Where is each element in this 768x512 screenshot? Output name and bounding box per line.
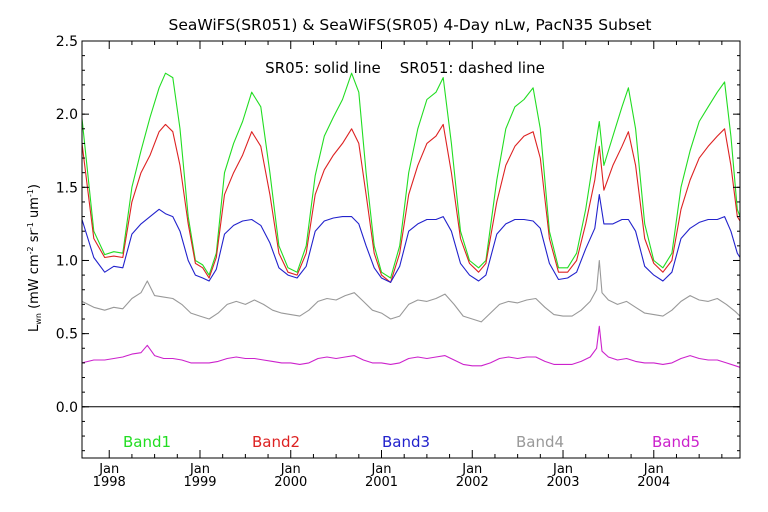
x-tick-year-label: 1998 bbox=[93, 475, 126, 490]
legend-label-band2: Band2 bbox=[252, 433, 300, 451]
y-tick-label: 0.0 bbox=[56, 400, 78, 416]
legend-label-band3: Band3 bbox=[382, 433, 430, 451]
plot-frame bbox=[81, 40, 741, 459]
chart-title: SeaWiFS(SR051) & SeaWiFS(SR05) 4-Day nLw… bbox=[169, 16, 652, 34]
series-line-band5 bbox=[81, 325, 741, 368]
legend-label-band5: Band5 bbox=[652, 433, 700, 451]
x-tick-year-label: 2004 bbox=[637, 475, 670, 490]
y-axis-label: Lwn (mW cm-2 sr-1 um-1) bbox=[26, 184, 43, 332]
legend: Band1 Band2 Band3 Band4 Band5 bbox=[123, 433, 700, 451]
x-tick-year-label: 2000 bbox=[274, 475, 307, 490]
y-tick-label: 1.0 bbox=[56, 253, 78, 269]
x-tick-month-label: Jan bbox=[643, 462, 664, 477]
x-tick-year-label: 2002 bbox=[456, 475, 489, 490]
y-tick-label: 2.5 bbox=[56, 34, 78, 50]
series-line-band4 bbox=[81, 259, 741, 323]
x-tick-month-label: Jan bbox=[98, 462, 119, 477]
line-style-annotation: SR05: solid line SR051: dashed line bbox=[265, 59, 545, 77]
x-tick-month-label: Jan bbox=[280, 462, 301, 477]
series-line-band3 bbox=[81, 194, 741, 283]
x-tick-year-label: 2003 bbox=[546, 475, 579, 490]
series-line-band2 bbox=[81, 123, 741, 283]
legend-label-band1: Band1 bbox=[123, 433, 171, 451]
x-tick-month-label: Jan bbox=[552, 462, 573, 477]
y-tick-label: 0.5 bbox=[56, 327, 78, 343]
series-line-band1 bbox=[81, 72, 741, 279]
x-tick-month-label: Jan bbox=[189, 462, 210, 477]
x-tick-year-label: 2001 bbox=[365, 475, 398, 490]
legend-label-band4: Band4 bbox=[516, 433, 564, 451]
y-tick-label: 1.5 bbox=[56, 180, 78, 196]
axes-layer: 0.00.51.01.52.02.5Jan1998Jan1999Jan2000J… bbox=[56, 34, 741, 490]
y-tick-label: 2.0 bbox=[56, 107, 78, 123]
x-tick-month-label: Jan bbox=[370, 462, 391, 477]
svg-text:Lwn (mW cm-2 sr-1 um-1): Lwn (mW cm-2 sr-1 um-1) bbox=[26, 184, 43, 332]
x-tick-month-label: Jan bbox=[461, 462, 482, 477]
x-tick-year-label: 1999 bbox=[183, 475, 216, 490]
series-layer bbox=[81, 72, 741, 368]
